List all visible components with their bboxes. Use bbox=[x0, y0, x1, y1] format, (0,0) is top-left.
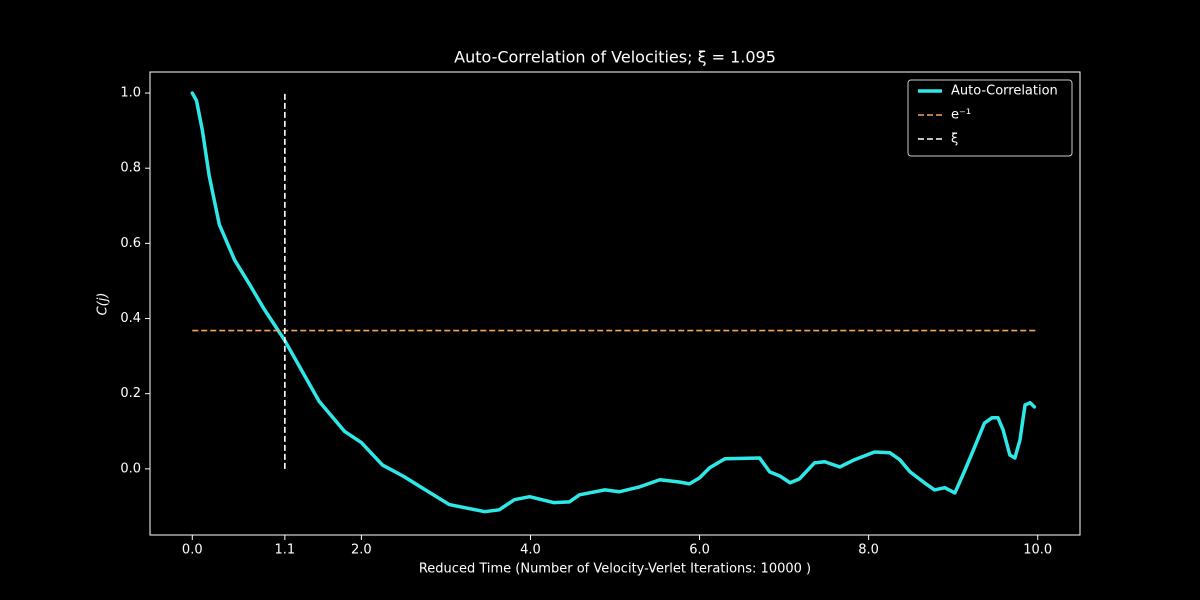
legend-label: Auto-Correlation bbox=[951, 84, 1058, 99]
x-tick-label: 6.0 bbox=[689, 543, 710, 558]
chart-title: Auto-Correlation of Velocities; ξ = 1.09… bbox=[454, 48, 776, 67]
x-tick-label: 4.0 bbox=[520, 543, 541, 558]
legend-label: ξ bbox=[951, 132, 958, 147]
y-tick-label: 0.6 bbox=[120, 236, 141, 251]
x-tick-label: 8.0 bbox=[858, 543, 879, 558]
x-tick-label: 10.0 bbox=[1023, 543, 1052, 558]
x-tick-label: 0.0 bbox=[182, 543, 203, 558]
y-axis-label: C(j) bbox=[96, 293, 111, 316]
x-tick-label: 2.0 bbox=[351, 543, 372, 558]
series-line bbox=[190, 91, 1037, 514]
y-tick-label: 1.0 bbox=[120, 86, 141, 101]
x-tick-label: 1.1 bbox=[275, 543, 296, 558]
y-tick-label: 0.0 bbox=[120, 461, 141, 476]
x-axis-label: Reduced Time (Number of Velocity-Verlet … bbox=[419, 562, 811, 577]
legend: Auto-Correlation e⁻¹ ξ bbox=[907, 79, 1073, 157]
legend-label: e⁻¹ bbox=[951, 108, 971, 123]
y-tick-label: 0.2 bbox=[120, 386, 141, 401]
plot-frame bbox=[149, 71, 1081, 536]
y-tick-label: 0.4 bbox=[120, 311, 141, 326]
y-tick-label: 0.8 bbox=[120, 161, 141, 176]
legend-box bbox=[907, 79, 1073, 157]
